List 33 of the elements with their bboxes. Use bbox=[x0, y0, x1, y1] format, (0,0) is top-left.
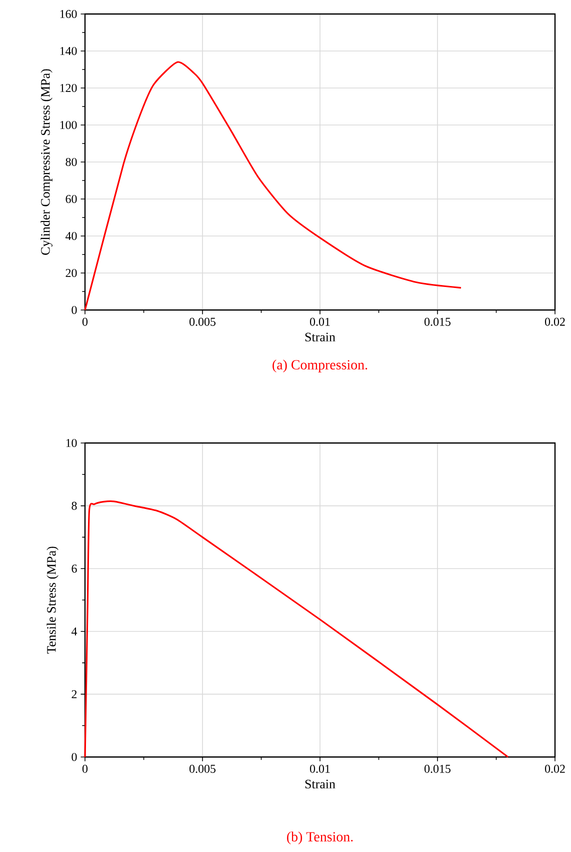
x-tick-label: 0.015 bbox=[424, 764, 450, 773]
y-tick-label: 120 bbox=[60, 84, 77, 92]
x-tick-label: 0.005 bbox=[190, 764, 216, 773]
x-tick-label: 0 bbox=[82, 764, 88, 773]
x-tick-label: 0.01 bbox=[310, 318, 330, 326]
y-tick-label: 4 bbox=[71, 627, 78, 636]
y-tick-label: 140 bbox=[60, 46, 77, 56]
x-axis-title: Strain bbox=[305, 332, 336, 342]
y-axis-title: Tensile Stress (MPa) bbox=[46, 546, 58, 654]
x-tick-label: 0.01 bbox=[310, 764, 330, 773]
y-tick-label: 100 bbox=[60, 120, 77, 130]
line-series bbox=[84, 61, 462, 311]
text: (b) Tension. bbox=[287, 832, 353, 844]
x-tick-label: 0 bbox=[82, 318, 88, 326]
x-axis-title: Strain bbox=[305, 780, 336, 788]
x-tick-label: 0.02 bbox=[545, 764, 565, 773]
y-tick-label: 0 bbox=[72, 306, 77, 314]
x-tick-label: 0.02 bbox=[545, 318, 565, 326]
y-axis-title: Cylinder Compressive Stress (MPa) bbox=[40, 69, 52, 255]
y-tick-label: 10 bbox=[66, 438, 77, 448]
y-tick-label: 20 bbox=[66, 268, 77, 278]
y-tick-label: 160 bbox=[60, 10, 77, 18]
x-tick-label: 0.015 bbox=[424, 318, 450, 326]
text: (a) Compression. bbox=[272, 360, 368, 372]
x-tick-label: 0.005 bbox=[190, 318, 216, 326]
y-tick-label: 80 bbox=[66, 158, 77, 166]
line-series bbox=[84, 500, 509, 758]
y-tick-label: 40 bbox=[66, 232, 77, 240]
y-tick-label: 6 bbox=[72, 564, 77, 573]
y-tick-label: 2 bbox=[72, 690, 77, 698]
y-tick-label: 8 bbox=[72, 502, 77, 510]
y-tick-label: 60 bbox=[66, 194, 77, 204]
y-tick-label: 0 bbox=[72, 752, 77, 762]
